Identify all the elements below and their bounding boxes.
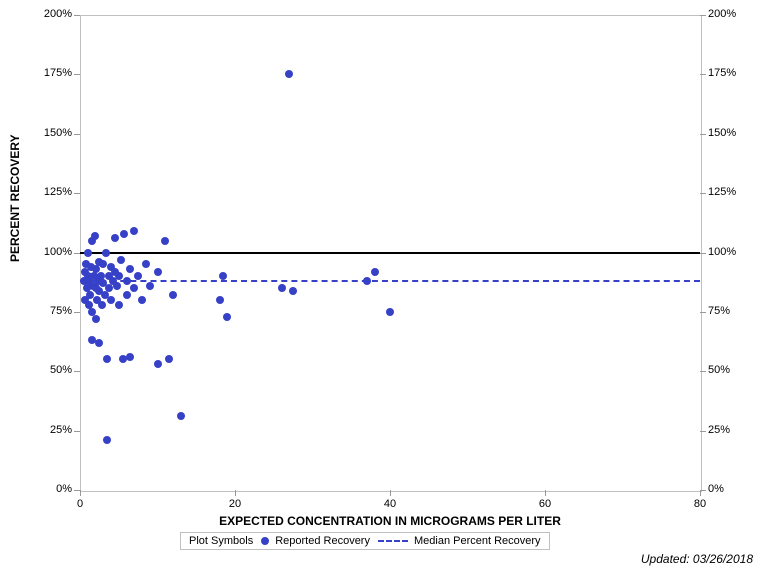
data-point xyxy=(102,249,110,257)
data-point xyxy=(84,249,92,257)
x-tick-label: 0 xyxy=(70,498,90,510)
data-point xyxy=(92,315,100,323)
updated-note: Updated: 03/26/2018 xyxy=(641,552,753,566)
y-tick-label-left: 50% xyxy=(50,364,72,376)
data-point xyxy=(95,339,103,347)
y-tick-label-right: 125% xyxy=(708,186,736,198)
x-tick-label: 80 xyxy=(690,498,710,510)
data-point xyxy=(219,272,227,280)
y-tick-label-left: 175% xyxy=(44,67,72,79)
legend-label: Reported Recovery xyxy=(275,535,370,547)
data-point xyxy=(177,412,185,420)
data-point xyxy=(371,268,379,276)
data-point xyxy=(130,227,138,235)
data-point xyxy=(169,291,177,299)
data-point xyxy=(115,272,123,280)
data-point xyxy=(103,436,111,444)
data-point xyxy=(138,296,146,304)
ref-line-100 xyxy=(80,252,700,254)
data-point xyxy=(123,291,131,299)
legend: Plot Symbols Reported Recovery Median Pe… xyxy=(180,532,550,550)
y-axis-label: PERCENT RECOVERY xyxy=(8,242,22,262)
data-point xyxy=(120,230,128,238)
ref-line-median xyxy=(80,280,700,282)
data-point xyxy=(91,232,99,240)
data-point xyxy=(107,296,115,304)
x-tick-label: 20 xyxy=(225,498,245,510)
y-tick-label-left: 100% xyxy=(44,246,72,258)
x-tick-label: 40 xyxy=(380,498,400,510)
data-point xyxy=(146,282,154,290)
data-point xyxy=(386,308,394,316)
data-point xyxy=(123,277,131,285)
legend-item-reported: Reported Recovery xyxy=(261,535,370,547)
circle-icon xyxy=(261,537,269,545)
data-point xyxy=(223,313,231,321)
y-tick-label-left: 150% xyxy=(44,127,72,139)
y-tick-label-right: 100% xyxy=(708,246,736,258)
y-tick-label-right: 50% xyxy=(708,364,730,376)
data-point xyxy=(142,260,150,268)
y-tick-label-right: 150% xyxy=(708,127,736,139)
data-point xyxy=(103,355,111,363)
data-point xyxy=(130,284,138,292)
y-tick-label-right: 175% xyxy=(708,67,736,79)
y-tick-label-right: 200% xyxy=(708,8,736,20)
y-tick-label-right: 25% xyxy=(708,424,730,436)
legend-label: Median Percent Recovery xyxy=(414,535,541,547)
data-point xyxy=(278,284,286,292)
data-point xyxy=(154,268,162,276)
data-point xyxy=(154,360,162,368)
y-tick-label-left: 75% xyxy=(50,305,72,317)
data-point xyxy=(165,355,173,363)
x-axis-label: EXPECTED CONCENTRATION IN MICROGRAMS PER… xyxy=(80,514,700,528)
data-point xyxy=(161,237,169,245)
data-point xyxy=(363,277,371,285)
y-tick-label-left: 200% xyxy=(44,8,72,20)
data-point xyxy=(98,301,106,309)
data-point xyxy=(285,70,293,78)
legend-title: Plot Symbols xyxy=(189,535,253,547)
y-tick-label-right: 75% xyxy=(708,305,730,317)
data-point xyxy=(111,234,119,242)
y-tick-label-left: 25% xyxy=(50,424,72,436)
x-tick-label: 60 xyxy=(535,498,555,510)
plot-area xyxy=(80,15,702,492)
data-point xyxy=(126,353,134,361)
scatter-chart: 0 20 40 60 80 0% 0% 25% 25% 50% 50% 75% 75% 100% 100% 1… xyxy=(0,0,768,576)
data-point xyxy=(216,296,224,304)
data-point xyxy=(117,256,125,264)
legend-item-median: Median Percent Recovery xyxy=(378,535,541,547)
data-point xyxy=(126,265,134,273)
data-point xyxy=(289,287,297,295)
data-point xyxy=(113,282,121,290)
data-point xyxy=(115,301,123,309)
y-tick-label-left: 125% xyxy=(44,186,72,198)
dash-icon xyxy=(378,540,408,542)
data-point xyxy=(134,272,142,280)
y-tick-label-right: 0% xyxy=(708,483,724,495)
y-tick-label-left: 0% xyxy=(56,483,72,495)
